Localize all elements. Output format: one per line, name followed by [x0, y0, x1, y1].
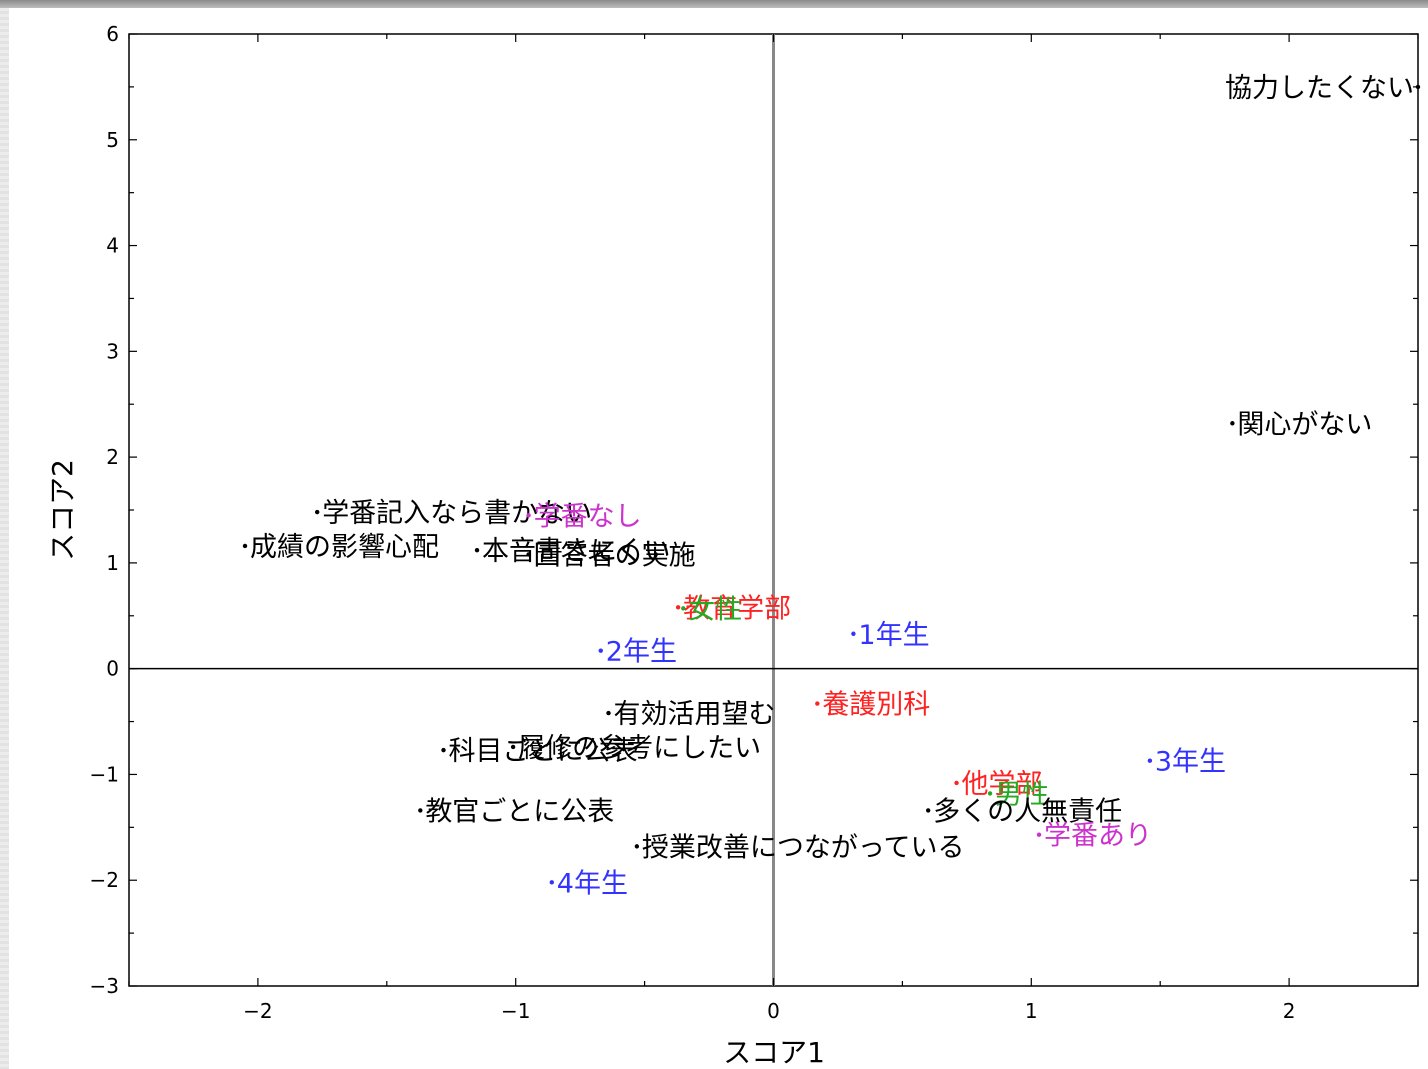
point-label: 回答者の実施 — [534, 540, 696, 571]
data-point: 2年生 — [598, 637, 677, 668]
point-marker — [510, 744, 516, 750]
point-label: 3年生 — [1155, 747, 1226, 778]
point-marker — [526, 513, 531, 518]
point-marker — [851, 631, 856, 636]
data-point: 学番なし — [526, 501, 642, 532]
point-marker — [925, 808, 931, 813]
data-point: 3年生 — [1147, 747, 1226, 778]
data-point: 教育学部 — [675, 593, 791, 624]
data-point: 有効活用望む — [606, 699, 776, 730]
point-marker — [1147, 758, 1153, 763]
x-axis-ticks: −2 −1 0 1 2 — [128, 34, 1419, 1023]
y-axis-title: スコア2 — [46, 459, 79, 561]
data-point: 1年生 — [851, 620, 930, 651]
data-point: 回答者の実施 — [526, 540, 696, 571]
point-label: 学番なし — [534, 501, 642, 532]
data-point: 教官ごとに公表 — [418, 796, 614, 827]
point-label: 男性 — [995, 779, 1049, 810]
point-label: 他学部 — [962, 769, 1043, 800]
point-label: 科目ごとに公表 — [449, 736, 638, 767]
point-label: 2年生 — [606, 637, 677, 668]
point-label: 教官ごとに公表 — [425, 796, 614, 827]
y-tick-label: 0 — [106, 657, 119, 681]
point-marker — [1036, 832, 1042, 837]
point-label: 学番記入なら書かない — [322, 498, 592, 529]
point-marker — [954, 780, 959, 786]
point-marker — [1230, 421, 1235, 426]
point-label: 教育学部 — [683, 593, 791, 624]
data-point: 学番記入なら書かない — [314, 498, 592, 529]
point-marker — [606, 710, 611, 716]
point-marker — [1415, 84, 1421, 90]
y-tick-label: −2 — [90, 868, 119, 892]
y-axis-ticks: −3 −2 −1 0 1 2 3 4 5 6 — [90, 22, 1418, 998]
point-marker — [549, 880, 554, 885]
y-tick-label: −3 — [90, 974, 119, 998]
data-point: 関心がない — [1230, 409, 1372, 440]
data-point: 本音書きにくい — [474, 536, 670, 567]
x-tick-label: 0 — [767, 999, 780, 1023]
y-tick-label: 4 — [106, 234, 119, 258]
point-marker — [242, 543, 248, 549]
window-left-edge — [0, 8, 9, 1069]
reference-lines — [129, 34, 1418, 986]
y-tick-label: 3 — [106, 339, 119, 363]
point-marker — [314, 509, 320, 515]
y-tick-label: 6 — [106, 22, 119, 46]
point-marker — [441, 747, 446, 753]
data-point: 男性 — [987, 779, 1049, 810]
data-point: 4年生 — [549, 868, 628, 899]
point-marker — [474, 547, 480, 553]
y-tick-label: 1 — [106, 551, 119, 575]
point-label: 授業改善につながっている — [642, 832, 965, 863]
point-marker — [987, 791, 993, 796]
y-tick-label: 5 — [106, 128, 119, 152]
window-top-bar — [0, 0, 1428, 8]
point-marker — [634, 844, 640, 849]
point-label: 養護別科 — [822, 690, 930, 721]
point-marker — [526, 552, 531, 557]
data-point: 女性 — [681, 594, 742, 625]
point-marker — [675, 605, 681, 610]
y-tick-label: −1 — [90, 762, 119, 786]
data-point: 授業改善につながっている — [634, 832, 965, 863]
data-point: 学番あり — [1036, 821, 1152, 852]
point-label: 有効活用望む — [614, 699, 776, 730]
data-point: 成績の影響心配 — [242, 532, 439, 563]
point-marker — [598, 648, 603, 653]
x-tick-label: −2 — [243, 999, 272, 1023]
point-label: 多くの人無責任 — [933, 796, 1122, 827]
data-point: 協力したくない — [1225, 73, 1421, 104]
point-label: 1年生 — [858, 620, 929, 651]
point-label: 協力したくない — [1225, 73, 1414, 104]
data-point: 多くの人無責任 — [925, 796, 1122, 827]
point-label: 女性 — [688, 594, 742, 625]
data-point: 履修の参考にしたい — [510, 733, 761, 764]
data-point: 養護別科 — [815, 690, 930, 721]
point-label: 成績の影響心配 — [250, 532, 439, 563]
data-point: 科目ごとに公表 — [441, 736, 638, 767]
x-tick-label: 2 — [1283, 999, 1296, 1023]
y-tick-label: 2 — [106, 445, 119, 469]
point-marker — [418, 808, 423, 813]
x-axis-title: スコア1 — [723, 1036, 825, 1069]
point-label: 4年生 — [557, 868, 628, 899]
point-marker — [681, 606, 686, 611]
x-tick-label: −1 — [501, 999, 530, 1023]
point-marker — [815, 701, 820, 706]
point-label: 履修の参考にしたい — [518, 733, 761, 764]
x-tick-label: 1 — [1025, 999, 1038, 1023]
point-label: 関心がない — [1237, 409, 1372, 440]
point-label: 学番あり — [1044, 821, 1152, 852]
data-point: 他学部 — [954, 769, 1043, 800]
point-label: 本音書きにくい — [482, 536, 670, 567]
